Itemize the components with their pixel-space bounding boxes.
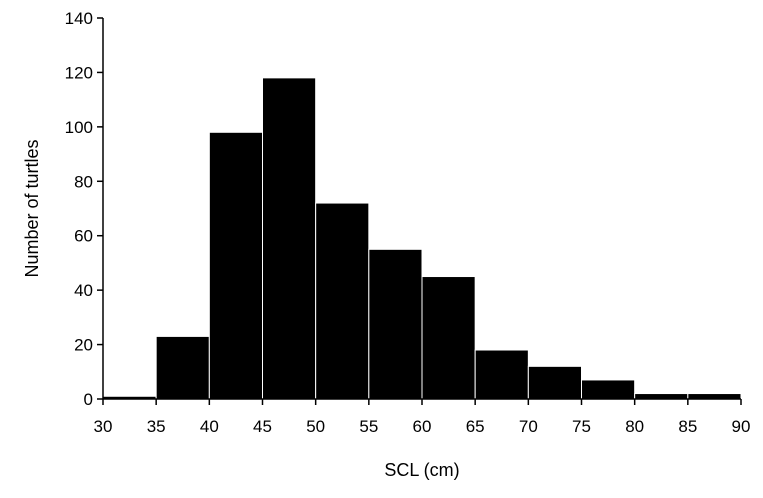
x-tick-label: 45 [253,417,272,436]
x-tick-label: 50 [306,417,325,436]
histogram-bar-75-80 [581,379,636,400]
histogram-bar-85-90 [687,393,742,400]
y-tick-label: 80 [74,172,93,191]
x-axis-title: SCL (cm) [384,460,459,480]
histogram-bar-40-45 [208,131,263,400]
histogram-bar-45-50 [262,77,317,400]
x-tick-label: 70 [519,417,538,436]
histogram-bar-80-85 [634,393,689,400]
y-ticks-group: 0 20 40 60 80 100 120 140 [65,9,103,409]
histogram-bar-70-75 [527,365,582,400]
y-tick-label: 0 [84,390,93,409]
x-tick-label: 30 [94,417,113,436]
x-tick-label: 80 [625,417,644,436]
x-tick-label: 35 [147,417,166,436]
histogram-bar-60-65 [421,276,476,400]
histogram-bar-35-40 [155,335,210,400]
x-tick-label: 40 [200,417,219,436]
y-tick-label: 40 [74,281,93,300]
x-tick-label: 65 [466,417,485,436]
x-tick-label: 90 [732,417,751,436]
y-tick-label: 20 [74,336,93,355]
bars-group [102,77,742,400]
y-tick-label: 140 [65,9,93,28]
x-tick-label: 75 [572,417,591,436]
histogram-bar-55-60 [368,248,423,400]
y-axis-title: Number of turtles [22,139,42,277]
x-tick-label: 85 [678,417,697,436]
y-tick-label: 60 [74,227,93,246]
y-tick-label: 120 [65,63,93,82]
histogram-bar-65-70 [474,349,529,400]
y-tick-label: 100 [65,118,93,137]
x-tick-label: 55 [359,417,378,436]
histogram-bar-50-55 [315,202,370,400]
x-tick-label: 60 [413,417,432,436]
x-ticks-group: 30 35 40 45 50 55 60 65 70 75 80 85 90 [94,399,751,436]
